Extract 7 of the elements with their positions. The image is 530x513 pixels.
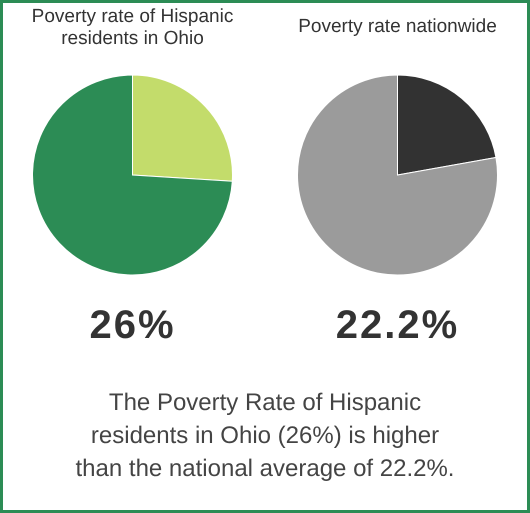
- chart-title: Poverty rate nationwide: [298, 16, 497, 37]
- text: 22.2%: [336, 303, 460, 347]
- pie-slice: [32, 74, 233, 276]
- text: 26%: [89, 303, 176, 347]
- chart-title: Poverty rate of Hispanic residents in Ohio: [32, 6, 234, 49]
- text: The Poverty Rate of Hispanic residents in Ohio (26%) is higher than the national average of 22.2%.: [76, 389, 454, 482]
- pie-slice: [297, 74, 498, 276]
